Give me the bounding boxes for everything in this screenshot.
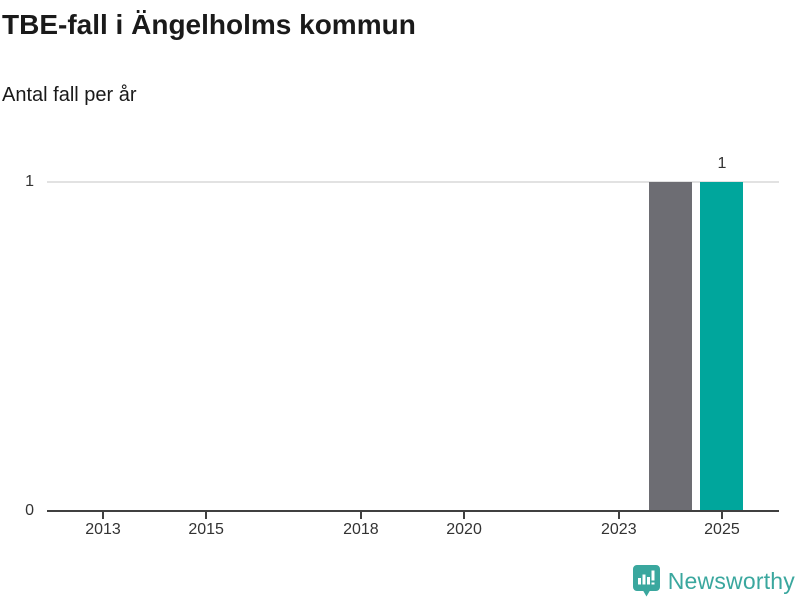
plot-area: 1 2013 2015 2018 2020 2023 2025 0 1 <box>25 155 779 538</box>
y-tick-label-0: 0 <box>25 502 34 519</box>
x-tick-label-2020: 2020 <box>446 521 482 538</box>
brand-name: Newsworthy <box>667 567 795 594</box>
chart-title: TBE-fall i Ängelholms kommun <box>2 9 416 40</box>
bar-label-2025: 1 <box>717 155 727 172</box>
y-tick-label-1: 1 <box>25 173 34 190</box>
brand-footer[interactable]: Newsworthy <box>632 565 795 597</box>
x-tick-2013 <box>102 512 104 519</box>
x-tick-label-2013: 2013 <box>85 521 121 538</box>
x-tick-2018 <box>359 512 362 519</box>
x-tick-2025 <box>720 512 723 519</box>
x-tick-label-2023: 2023 <box>601 521 637 538</box>
newsworthy-logo-icon <box>632 565 660 597</box>
x-tick-2015 <box>205 512 208 519</box>
bar-2025 <box>700 182 744 511</box>
x-axis-line <box>47 510 779 512</box>
x-tick-label-2015: 2015 <box>188 521 224 538</box>
bar-2024 <box>648 182 692 511</box>
x-tick-label-2025: 2025 <box>704 521 740 538</box>
x-tick-label-2018: 2018 <box>343 521 379 538</box>
chart-subtitle: Antal fall per år <box>2 84 137 106</box>
x-tick-2023 <box>617 512 620 519</box>
y-gridline-1 <box>47 181 779 183</box>
x-tick-2020 <box>463 512 466 519</box>
